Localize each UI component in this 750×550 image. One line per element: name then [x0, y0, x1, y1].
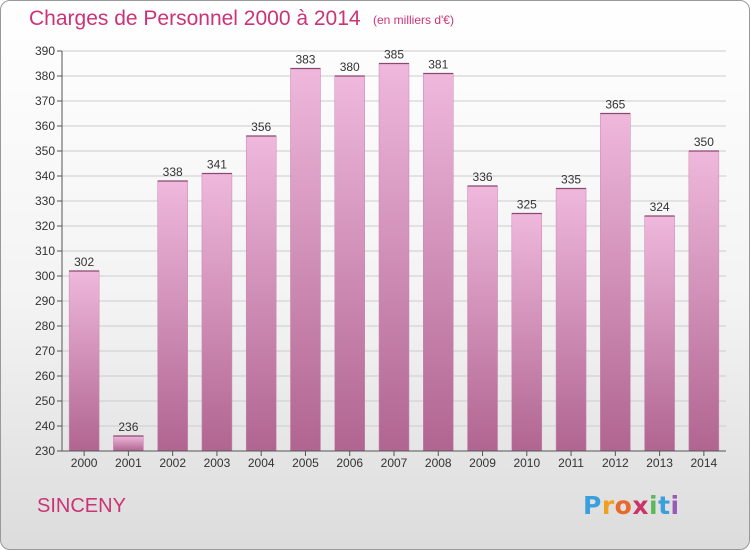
logo-letter: x: [632, 491, 649, 520]
logo-letter: r: [601, 491, 615, 520]
x-tick-label: 2000: [71, 456, 98, 470]
commune-name: SINCENY: [37, 495, 126, 517]
y-tick-label: 290: [35, 294, 55, 308]
y-tick-label: 360: [35, 119, 55, 133]
y-tick-label: 260: [35, 369, 55, 383]
y-tick-label: 240: [35, 419, 55, 433]
y-tick-label: 370: [35, 94, 55, 108]
value-label: 356: [251, 120, 271, 134]
x-tick-label: 2008: [425, 456, 452, 470]
bar: [644, 215, 675, 452]
x-tick-label: 2007: [381, 456, 408, 470]
y-tick-label: 390: [35, 44, 55, 58]
value-label: 385: [384, 48, 404, 62]
value-label: 341: [207, 158, 227, 172]
y-tick-label: 310: [35, 244, 55, 258]
x-tick-label: 2011: [558, 456, 584, 470]
value-label: 236: [118, 420, 138, 434]
chart-subtitle: (en milliers d'€): [373, 13, 454, 27]
logo-letter: t: [658, 491, 671, 520]
bar: [467, 185, 498, 452]
bar: [511, 213, 543, 452]
value-label: 325: [517, 198, 537, 212]
value-label: 350: [694, 135, 714, 149]
value-label: 380: [340, 60, 360, 74]
chart-title: Charges de Personnel 2000 à 2014: [29, 7, 361, 30]
bars: [68, 62, 720, 452]
axes: [57, 50, 726, 456]
value-label: 324: [650, 200, 670, 214]
y-tick-label: 380: [35, 69, 55, 83]
y-tick-label: 280: [35, 319, 55, 333]
value-label: 336: [473, 170, 493, 184]
y-tick-label: 270: [35, 344, 55, 358]
x-tick-label: 2001: [115, 456, 142, 470]
x-tick-label: 2014: [691, 456, 718, 470]
bar: [334, 75, 365, 452]
x-tick-label: 2006: [336, 456, 363, 470]
y-tick-label: 300: [35, 269, 55, 283]
y-tick-label: 340: [35, 169, 55, 183]
logo-letter: i: [649, 491, 659, 520]
x-tick-label: 2005: [292, 456, 319, 470]
y-tick-label: 250: [35, 394, 55, 408]
proxiti-logo[interactable]: Proxiti: [583, 491, 680, 520]
logo-letter: P: [583, 491, 602, 520]
bar: [113, 435, 144, 452]
value-label: 338: [163, 165, 183, 179]
bar: [68, 270, 100, 452]
bar: [555, 188, 587, 452]
value-label: 365: [605, 98, 625, 112]
value-label: 381: [428, 58, 448, 72]
bar: [600, 113, 631, 452]
bar: [688, 150, 720, 452]
logo-letter: i: [670, 491, 680, 520]
bar: [290, 68, 321, 452]
x-tick-label: 2002: [159, 456, 186, 470]
x-tick-label: 2010: [513, 456, 540, 470]
x-tick-label: 2012: [602, 456, 629, 470]
labels: 230 240 250 260 270 280 290 300 310 320 330 340 350 3…: [35, 44, 718, 470]
bar: [245, 135, 277, 452]
value-label: 335: [561, 173, 581, 187]
bar: [423, 73, 454, 452]
bar: [157, 180, 188, 452]
value-label: 383: [295, 53, 315, 67]
bar: [201, 173, 233, 452]
bar: [378, 63, 410, 452]
y-tick-label: 230: [35, 444, 55, 458]
logo-letter: o: [614, 491, 633, 520]
x-tick-label: 2013: [646, 456, 673, 470]
x-tick-label: 2004: [248, 456, 275, 470]
y-tick-label: 330: [35, 194, 55, 208]
x-tick-label: 2003: [204, 456, 231, 470]
y-tick-label: 320: [35, 219, 55, 233]
y-tick-label: 350: [35, 144, 55, 158]
x-tick-label: 2009: [469, 456, 496, 470]
value-label: 302: [74, 255, 94, 269]
